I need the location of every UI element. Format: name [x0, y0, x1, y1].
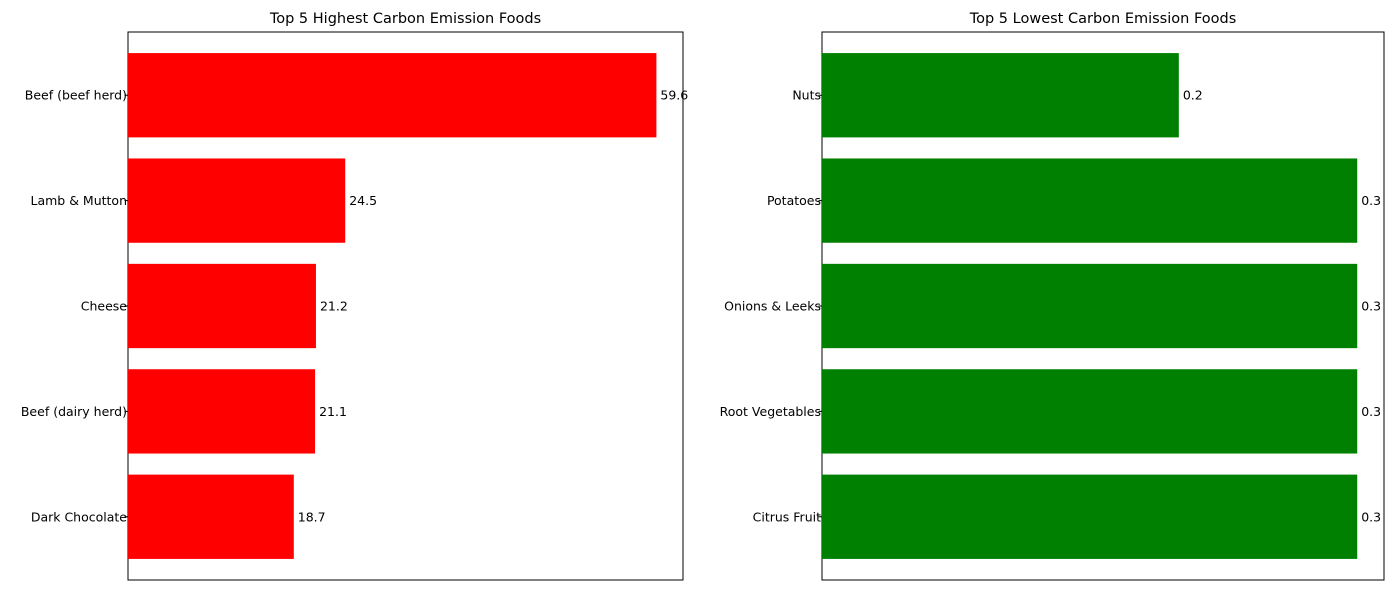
- chart-1-bar-2: [822, 263, 1358, 349]
- chart-0-bar-1: [128, 158, 346, 243]
- chart-0-bar-3: [128, 369, 316, 454]
- chart-1-value-label-1: 0.3: [1361, 193, 1381, 208]
- chart-panel-lowest: Top 5 Lowest Carbon Emission Foods Nuts 0.…: [700, 0, 1387, 590]
- chart-0-title: Top 5 Highest Carbon Emission Foods: [269, 11, 541, 27]
- chart-0-value-label-1: 24.5: [349, 193, 377, 208]
- chart-1-ytick-label-1: Potatoes: [767, 193, 821, 208]
- chart-1-bar-3: [822, 369, 1358, 454]
- chart-highest-svg: Top 5 Highest Carbon Emission Foods Beef …: [21, 11, 688, 581]
- chart-lowest-svg: Top 5 Lowest Carbon Emission Foods Nuts 0.…: [720, 11, 1385, 581]
- chart-1-ytick-label-2: Onions & Leeks: [724, 299, 821, 314]
- chart-0-ytick-label-1: Lamb & Mutton: [30, 193, 127, 208]
- chart-1-value-label-2: 0.3: [1361, 299, 1381, 314]
- chart-1-title: Top 5 Lowest Carbon Emission Foods: [969, 11, 1237, 27]
- chart-1-ytick-label-4: Citrus Fruit: [753, 509, 821, 524]
- chart-1-bar-1: [822, 158, 1358, 243]
- chart-1-value-label-4: 0.3: [1361, 509, 1381, 524]
- chart-1-bar-0: [822, 53, 1179, 138]
- chart-0-value-label-3: 21.1: [319, 404, 347, 419]
- chart-1-ytick-label-3: Root Vegetables: [720, 404, 821, 419]
- chart-0-value-label-0: 59.6: [660, 88, 688, 103]
- chart-0-bar-0: [128, 53, 657, 138]
- chart-0-bar-4: [128, 474, 294, 559]
- chart-0-bar-2: [128, 263, 316, 349]
- chart-1-ytick-label-0: Nuts: [792, 88, 821, 103]
- chart-1-value-label-3: 0.3: [1361, 404, 1381, 419]
- chart-0-ytick-label-2: Cheese: [81, 299, 128, 314]
- chart-0-value-label-4: 18.7: [298, 509, 326, 524]
- chart-0-ytick-label-3: Beef (dairy herd): [21, 404, 127, 419]
- chart-1-value-label-0: 0.2: [1183, 88, 1203, 103]
- chart-1-bar-4: [822, 474, 1358, 559]
- chart-0-ytick-label-4: Dark Chocolate: [31, 509, 127, 524]
- chart-0-value-label-2: 21.2: [320, 299, 348, 314]
- chart-panel-highest: Top 5 Highest Carbon Emission Foods Beef …: [21, 11, 688, 581]
- chart-0-ytick-label-0: Beef (beef herd): [25, 88, 127, 103]
